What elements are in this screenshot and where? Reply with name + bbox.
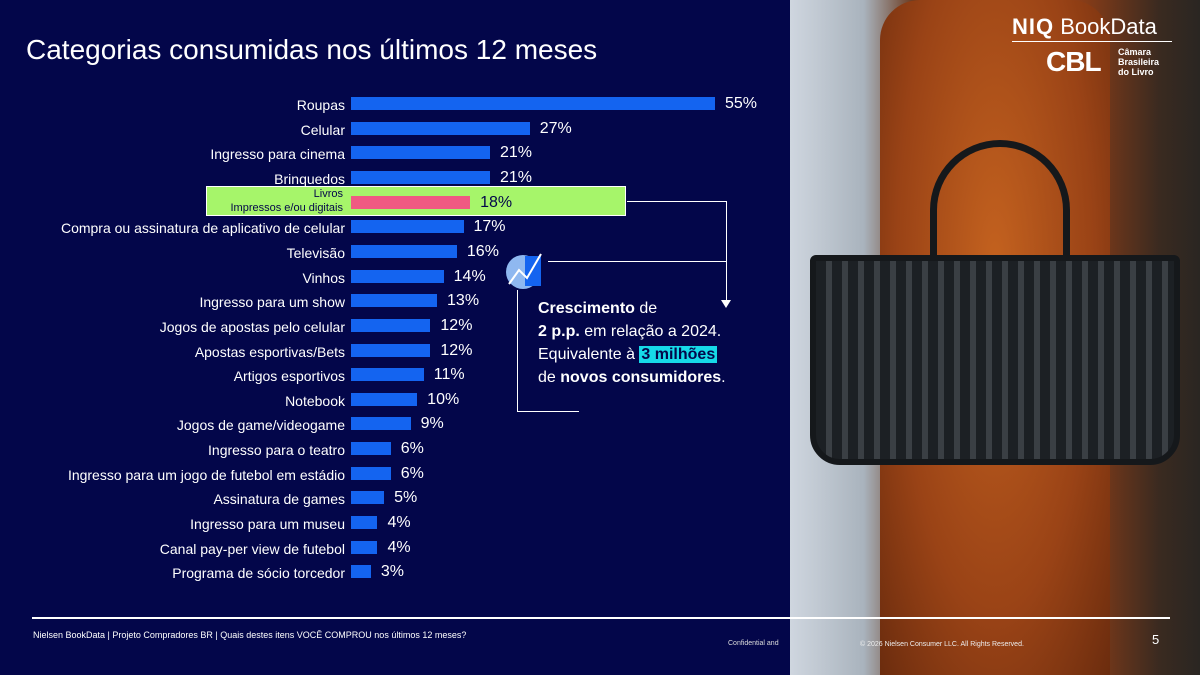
growth-note: Crescimento de 2 p.p. em relação a 2024.… [538, 300, 726, 386]
category-label: Apostas esportivas/Bets [194, 343, 345, 360]
page-title: Categorias consumidas nos últimos 12 mes… [26, 34, 598, 65]
category-label: Vinhos [302, 269, 345, 286]
category-label: Ingresso para um museu [190, 516, 345, 533]
value-label: 11% [433, 366, 465, 384]
bar-17 [351, 516, 378, 530]
logo-divider [1012, 41, 1172, 42]
category-label: Roupas [296, 97, 345, 113]
category-label: Ingresso para um jogo de futebol em está… [67, 466, 345, 483]
footer-divider [32, 617, 1170, 619]
copyright-text: © 2026 Nielsen Consumer LLC. All Rights … [860, 641, 1024, 648]
category-label: Jogos de game/videogame [176, 417, 345, 434]
value-label: 21% [499, 168, 532, 186]
bar-9 [351, 318, 431, 332]
value-label: 12% [440, 316, 473, 334]
value-label: 13% [447, 292, 480, 310]
category-label: Compra ou assinatura de aplicativo de ce… [60, 220, 345, 237]
livros-label: Livros [313, 188, 343, 200]
connector-line [627, 201, 727, 202]
bar-6 [351, 244, 457, 258]
value-label: 9% [420, 415, 444, 433]
bar-5 [351, 220, 464, 234]
connector-line [548, 261, 726, 262]
growth-chart-icon [506, 253, 542, 289]
value-label: 6% [400, 440, 424, 458]
value-label: 5% [394, 489, 418, 507]
bar-18 [351, 540, 378, 554]
value-label: 12% [440, 341, 473, 359]
connector-line [517, 290, 518, 412]
value-label: 10% [427, 390, 460, 408]
cbl-logo-text: Câmara Brasileira do Livro [1118, 47, 1160, 77]
value-label: 4% [387, 538, 411, 556]
shopping-basket-photo [790, 0, 1200, 675]
bar-12 [351, 392, 418, 406]
connector-line [726, 201, 727, 301]
value-label: 17% [473, 218, 506, 236]
bar-0 [351, 97, 715, 110]
value-label: 3% [380, 563, 404, 581]
category-label: Jogos de apostas pelo celular [159, 318, 345, 335]
bar-19 [351, 565, 371, 579]
bar-4 [351, 195, 471, 209]
category-label: Programa de sócio torcedor [172, 565, 345, 582]
category-label: Ingresso para um show [199, 294, 345, 311]
value-label: 55% [725, 95, 758, 112]
value-label: 21% [499, 144, 532, 162]
confidential-text: Confidential and [728, 640, 779, 647]
value-label: 18% [480, 193, 513, 211]
value-label: 27% [539, 119, 572, 137]
category-label: Artigos esportivos [233, 368, 345, 385]
bar-14 [351, 442, 391, 456]
arrow-down-icon [721, 300, 731, 308]
bar-15 [351, 466, 391, 480]
footer-source: Nielsen BookData | Projeto Compradores B… [33, 630, 467, 640]
value-label: 6% [400, 464, 424, 482]
category-label: Assinatura de games [213, 491, 345, 508]
bar-chart: Roupas 55% Celular 27% Ingresso para cinema 2… [60, 95, 758, 582]
category-label: Brinquedos [274, 170, 345, 187]
cbl-logo: CBL [1046, 46, 1102, 77]
bar-8 [351, 294, 438, 308]
connector-line [517, 411, 579, 412]
bar-2 [351, 146, 490, 160]
category-label: Ingresso para cinema [210, 146, 345, 163]
niq-bookdata-logo: NIQ BookData [1012, 14, 1157, 39]
bar-13 [351, 417, 411, 431]
category-label: Canal pay-per view de futebol [159, 540, 345, 557]
category-label: Celular [300, 121, 345, 138]
bar-3 [351, 170, 490, 184]
bar-7 [351, 269, 444, 283]
category-label: Notebook [285, 392, 345, 409]
value-label: 16% [466, 242, 499, 260]
category-label: Ingresso para o teatro [208, 442, 345, 459]
bar-10 [351, 343, 431, 357]
category-label: Televisão [286, 244, 345, 261]
page-number: 5 [1152, 632, 1160, 647]
livros-sublabel: Impressos e/ou digitais [230, 202, 344, 214]
bar-11 [351, 368, 424, 382]
bar-16 [351, 491, 385, 505]
highlight-3-milhoes: 3 milhões [639, 346, 718, 363]
value-label: 14% [453, 267, 486, 285]
value-label: 4% [387, 514, 411, 532]
bar-1 [351, 121, 530, 135]
